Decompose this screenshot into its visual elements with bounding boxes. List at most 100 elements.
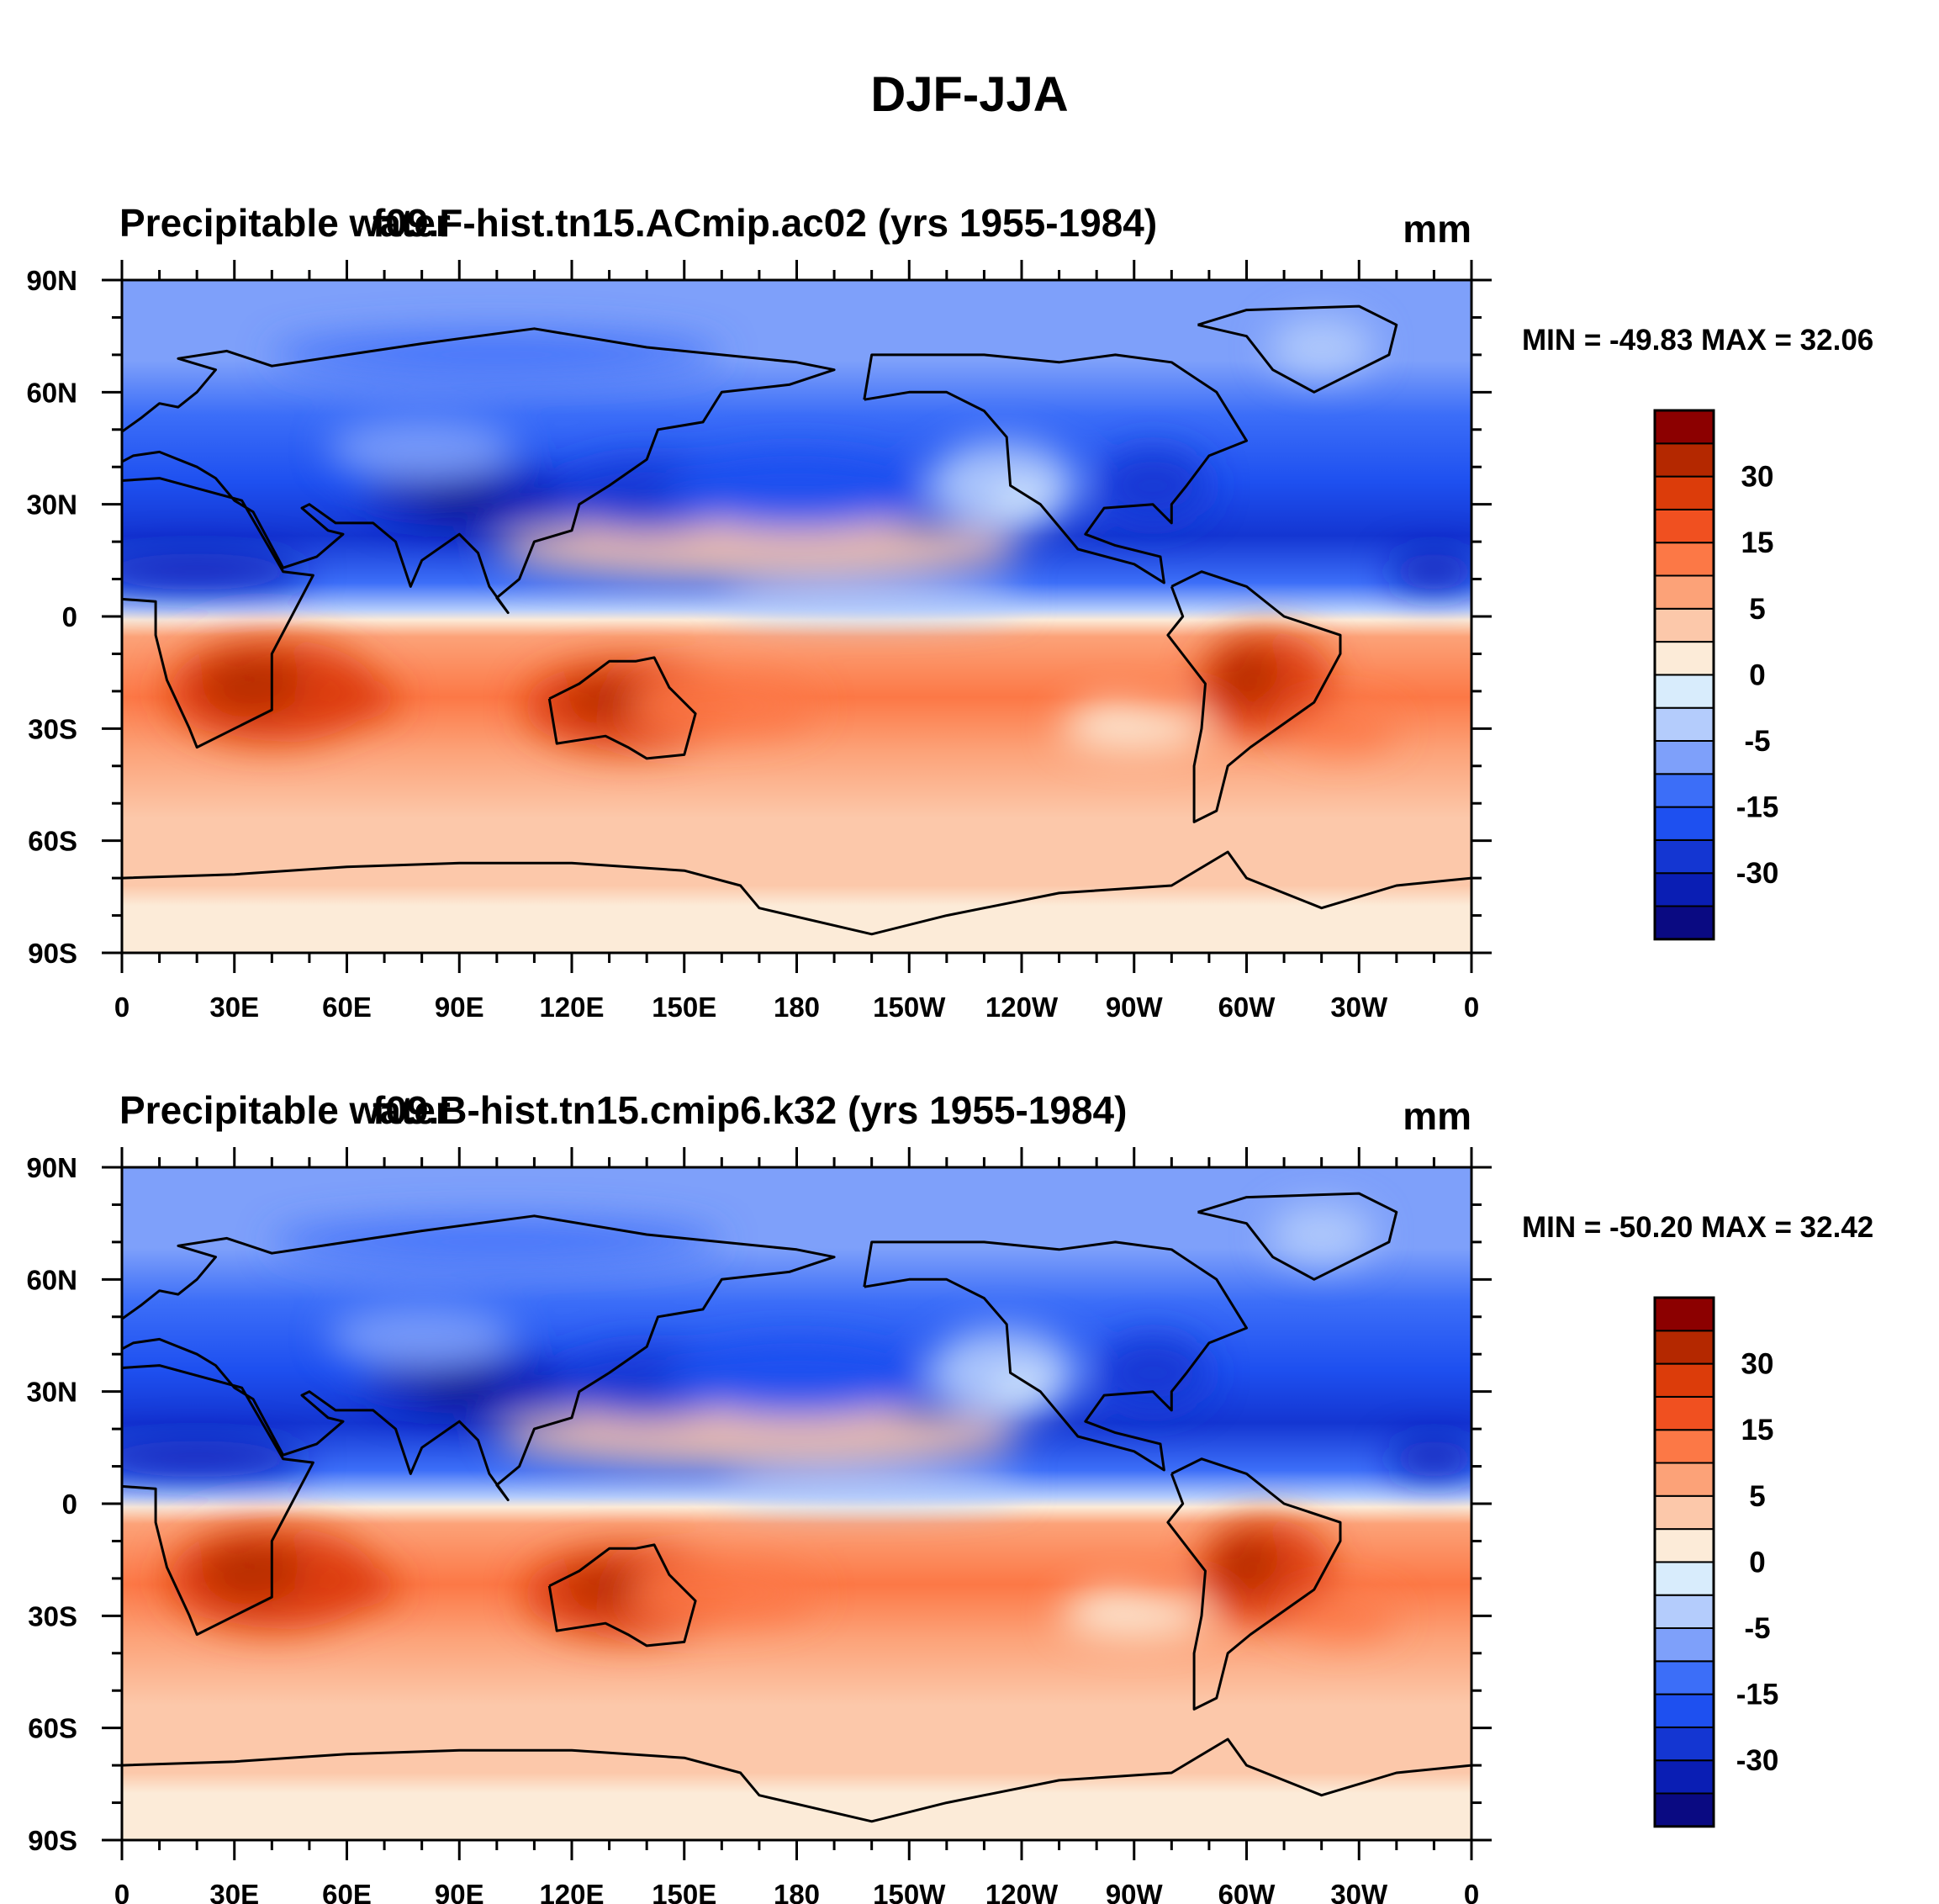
- colorbar-swatch: [1654, 1627, 1714, 1663]
- colorbar-swatch: [1654, 542, 1714, 577]
- colorbar-swatch: [1654, 1792, 1714, 1827]
- lon-tick-label: 90W: [1106, 1879, 1164, 1904]
- colorbar-swatch: [1654, 1462, 1714, 1497]
- figure-title: DJF-JJA: [870, 67, 1068, 122]
- lon-tick-label: 0: [1464, 1879, 1479, 1904]
- lat-tick-label: 90S: [28, 938, 77, 969]
- colorbar-label: -15: [1736, 791, 1779, 824]
- colorbar-swatch: [1654, 1429, 1714, 1464]
- lon-tick-label: 0: [1464, 992, 1479, 1023]
- colorbar-label: -30: [1736, 857, 1779, 890]
- colorbar-swatch: [1654, 674, 1714, 709]
- colorbar-swatch: [1654, 706, 1714, 743]
- colorbar-swatch: [1654, 740, 1714, 775]
- colorbar-swatch: [1654, 508, 1714, 544]
- colorbar-swatch: [1654, 1594, 1714, 1629]
- lon-tick-label: 180: [774, 992, 820, 1023]
- colorbar-swatch: [1654, 641, 1714, 676]
- colorbar-swatch: [1654, 1759, 1714, 1795]
- axis-ticks: [102, 1147, 1492, 1860]
- panel-left-title: Precipitable water: [119, 201, 451, 245]
- colorbar-label: -15: [1736, 1679, 1779, 1711]
- lon-tick-label: 30W: [1330, 992, 1388, 1023]
- colorbar-label: 30: [1741, 1348, 1774, 1381]
- colorbar-swatch: [1654, 838, 1714, 875]
- panel-case-title: f09.F-hist.tn15.ACmip.ac02 (yrs 1955-198…: [372, 201, 1157, 245]
- colorbar: 30 15 5 0 -5 -15 -30: [1653, 1296, 1779, 1828]
- colorbar-swatch: [1654, 1693, 1714, 1728]
- lat-tick-label: 0: [62, 601, 77, 632]
- lon-tick-label: 150E: [652, 992, 716, 1023]
- colorbar-label: 15: [1741, 1414, 1774, 1447]
- lon-tick-label: 90E: [435, 1879, 484, 1904]
- colorbar-swatch: [1654, 1330, 1714, 1365]
- colorbar-swatch: [1654, 905, 1714, 940]
- lon-tick-label: 120E: [539, 1879, 604, 1904]
- lat-tick-label: 90N: [26, 265, 77, 296]
- colorbar-swatch: [1654, 1528, 1714, 1563]
- anomaly-field: [122, 1167, 1471, 1840]
- lon-tick-label: 0: [114, 992, 129, 1023]
- coastlines: [122, 1192, 1471, 1823]
- colorbar-swatch: [1654, 574, 1714, 610]
- panel-units: mm: [1403, 207, 1471, 251]
- lat-tick-label: 60N: [26, 1264, 77, 1295]
- lon-tick-label: 0: [114, 1879, 129, 1904]
- colorbar-swatch: [1654, 410, 1714, 445]
- colorbar-swatch: [1654, 806, 1714, 841]
- lat-tick-label: 30S: [28, 1600, 77, 1632]
- axis-ticks: [102, 260, 1492, 973]
- lat-tick-label: 60N: [26, 377, 77, 408]
- lat-tick-label: 60S: [28, 1713, 77, 1744]
- colorbar-swatch: [1654, 1726, 1714, 1762]
- lat-tick-label: 90S: [28, 1825, 77, 1856]
- lon-tick-label: 30E: [209, 992, 259, 1023]
- colorbar-label: 5: [1749, 593, 1765, 626]
- lon-tick-label: 30E: [209, 1879, 259, 1904]
- lat-tick-label: 30N: [26, 1377, 77, 1408]
- anomaly-field: [122, 280, 1471, 953]
- lat-tick-label: 30S: [28, 713, 77, 744]
- lon-tick-label: 150W: [873, 1879, 946, 1904]
- colorbar-label: 15: [1741, 526, 1774, 559]
- lon-tick-label: 60W: [1218, 1879, 1276, 1904]
- colorbar-swatch: [1654, 1494, 1714, 1531]
- colorbar-swatch: [1654, 1297, 1714, 1332]
- lon-tick-label: 90W: [1106, 992, 1164, 1023]
- colorbar-label: 5: [1749, 1480, 1765, 1513]
- map-panel-1: Precipitable waterf09.F-hist.tn15.ACmip.…: [26, 201, 1873, 1023]
- colorbar-label: -5: [1744, 725, 1770, 758]
- lon-tick-label: 120W: [985, 992, 1059, 1023]
- colorbar-swatch: [1654, 773, 1714, 808]
- colorbar-swatch: [1654, 1362, 1714, 1398]
- lon-tick-label: 150E: [652, 1879, 716, 1904]
- panel-units: mm: [1403, 1094, 1471, 1138]
- lon-tick-label: 90E: [435, 992, 484, 1023]
- lat-tick-label: 60S: [28, 826, 77, 857]
- colorbar-label: 0: [1749, 658, 1765, 691]
- lon-tick-label: 120E: [539, 992, 604, 1023]
- colorbar-swatch: [1654, 1395, 1714, 1431]
- colorbar-swatch: [1654, 442, 1714, 478]
- colorbar-swatch: [1654, 1561, 1714, 1596]
- colorbar-label: -5: [1744, 1612, 1770, 1645]
- panel-left-title: Precipitable water: [119, 1088, 451, 1132]
- lon-tick-label: 60E: [322, 1879, 372, 1904]
- lat-tick-label: 90N: [26, 1152, 77, 1183]
- colorbar-label: -30: [1736, 1744, 1779, 1777]
- colorbar-swatch: [1654, 872, 1714, 907]
- min-max-stats: MIN = -49.83 MAX = 32.06: [1522, 324, 1873, 357]
- map-panel-2: Precipitable waterf09.B-hist.tn15.cmip6.…: [26, 1088, 1873, 1904]
- lon-tick-label: 30W: [1330, 1879, 1388, 1904]
- colorbar-swatch: [1654, 1660, 1714, 1695]
- coastlines: [122, 304, 1471, 936]
- lat-tick-label: 30N: [26, 489, 77, 521]
- min-max-stats: MIN = -50.20 MAX = 32.42: [1522, 1211, 1873, 1244]
- lon-tick-label: 150W: [873, 992, 946, 1023]
- lon-tick-label: 60E: [322, 992, 372, 1023]
- lon-tick-label: 180: [774, 1879, 820, 1904]
- colorbar-label: 30: [1741, 461, 1774, 494]
- lon-tick-label: 120W: [985, 1879, 1059, 1904]
- colorbar-swatch: [1654, 475, 1714, 510]
